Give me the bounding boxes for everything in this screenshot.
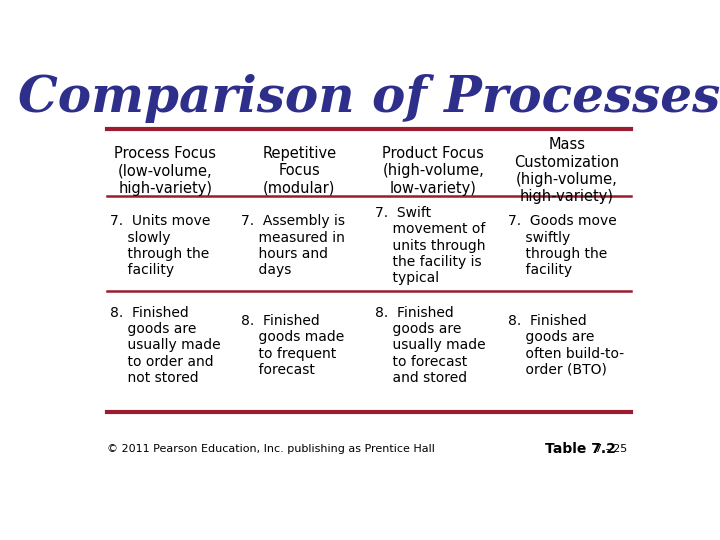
Text: 7.  Swift
    movement of
    units through
    the facility is
    typical: 7. Swift movement of units through the f… [374,206,485,285]
Text: Mass
Customization
(high-volume,
high-variety): Mass Customization (high-volume, high-va… [515,137,620,205]
Text: 7 - 25: 7 - 25 [595,444,627,455]
Text: 8.  Finished
    goods are
    usually made
    to forecast
    and stored: 8. Finished goods are usually made to fo… [374,306,485,385]
Text: Table 7.2: Table 7.2 [545,442,616,456]
Text: 7.  Goods move
    swiftly
    through the
    facility: 7. Goods move swiftly through the facili… [508,214,617,277]
Text: 8.  Finished
    goods are
    usually made
    to order and
    not stored: 8. Finished goods are usually made to or… [109,306,220,385]
Text: © 2011 Pearson Education, Inc. publishing as Prentice Hall: © 2011 Pearson Education, Inc. publishin… [107,444,435,455]
Text: 8.  Finished
    goods made
    to frequent
    forecast: 8. Finished goods made to frequent forec… [240,314,344,377]
Text: 7.  Units move
    slowly
    through the
    facility: 7. Units move slowly through the facilit… [109,214,210,277]
Text: Product Focus
(high-volume,
low-variety): Product Focus (high-volume, low-variety) [382,146,484,195]
Text: Repetitive
Focus
(modular): Repetitive Focus (modular) [262,146,336,195]
Text: Process Focus
(low-volume,
high-variety): Process Focus (low-volume, high-variety) [114,146,216,195]
Text: Comparison of Processes: Comparison of Processes [18,73,720,123]
Text: 8.  Finished
    goods are
    often build-to-
    order (BTO): 8. Finished goods are often build-to- or… [508,314,625,377]
Text: 7.  Assembly is
    measured in
    hours and
    days: 7. Assembly is measured in hours and day… [240,214,345,277]
